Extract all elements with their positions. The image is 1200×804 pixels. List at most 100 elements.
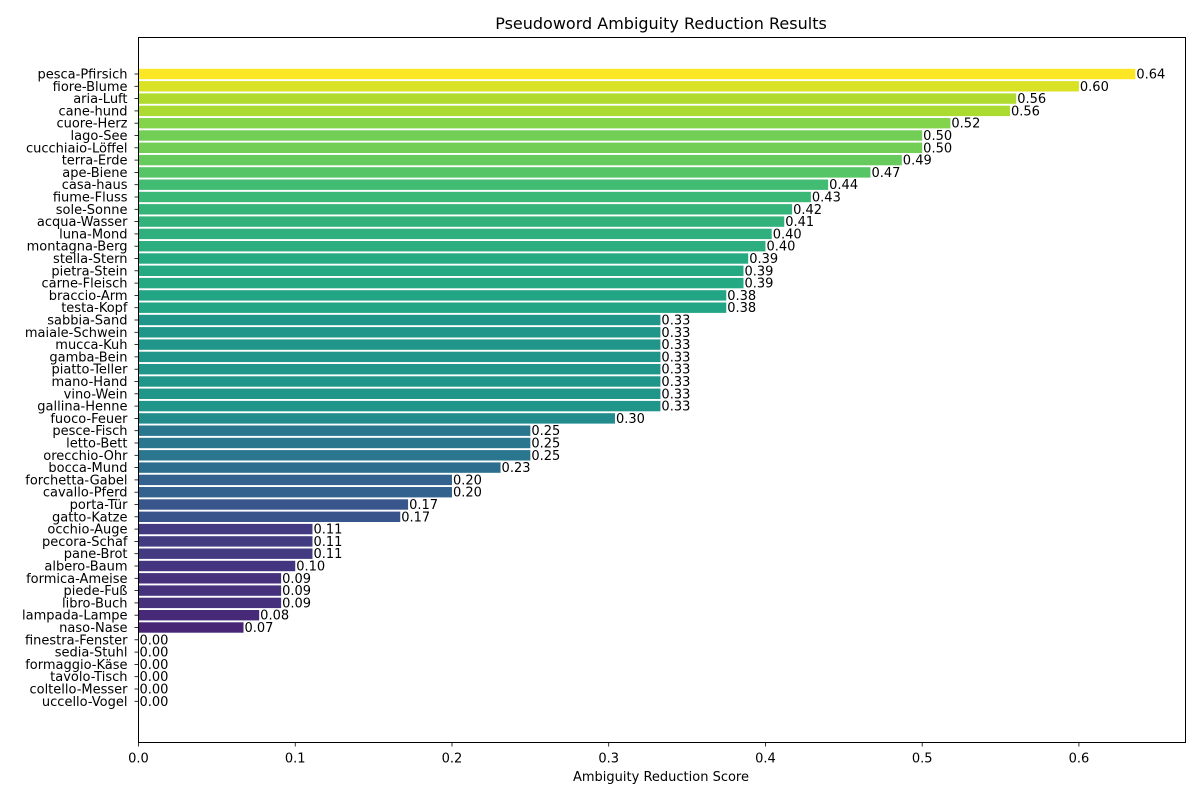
value-label: 0.41 xyxy=(785,215,814,230)
y-tick-label: vino-Wein xyxy=(64,387,128,402)
y-tick-label: testa-Kopf xyxy=(61,301,128,316)
value-label: 0.09 xyxy=(282,584,311,599)
bar-mucca-Kuh xyxy=(138,339,661,350)
value-label: 0.17 xyxy=(401,510,430,525)
bar-occhio-Auge xyxy=(138,523,313,535)
y-tick-label: ape-Biene xyxy=(62,166,127,181)
y-tick-label: fiore-Blume xyxy=(53,80,128,95)
bar-acqua-Wasser xyxy=(138,216,785,227)
x-tick-label: 0.3 xyxy=(598,752,619,767)
x-tick-label: 0.1 xyxy=(285,752,306,767)
value-label: 0.25 xyxy=(531,437,560,452)
bar-bocca-Mund xyxy=(138,462,501,473)
bar-orecchio-Ohr xyxy=(138,450,531,461)
y-tick-label: libro-Buch xyxy=(62,596,128,611)
bar-montagna-Berg xyxy=(138,241,766,252)
value-label: 0.52 xyxy=(951,117,980,132)
x-axis-label: Ambiguity Reduction Score xyxy=(573,770,749,785)
bar-porta-Tür xyxy=(138,499,409,510)
bar-lampada-Lampe xyxy=(138,610,260,621)
bar-cucchiaio-Löffel xyxy=(138,142,923,153)
value-label: 0.33 xyxy=(661,375,690,390)
value-labels: 0.640.600.560.560.520.500.500.490.470.44… xyxy=(140,68,1166,710)
y-tick-label: cavallo-Pferd xyxy=(43,486,128,501)
bar-vino-Wein xyxy=(138,388,661,399)
bar-gamba-Bein xyxy=(138,351,661,363)
value-label: 0.33 xyxy=(661,363,690,378)
y-tick-label: forchetta-Gabel xyxy=(25,473,127,488)
y-tick-label: cane-hund xyxy=(58,104,127,119)
bar-pesca-Pfirsich xyxy=(138,68,1136,80)
y-tick-label: fuoco-Feuer xyxy=(50,412,128,427)
bar-mano-Hand xyxy=(138,376,661,387)
x-tick-label: 0.6 xyxy=(1069,752,1090,767)
y-tick-label: pietra-Stein xyxy=(51,264,127,279)
y-tick-label: pesca-Pfirsich xyxy=(38,68,128,83)
bar-terra-Erde xyxy=(138,154,902,166)
bar-braccio-Arm xyxy=(138,290,727,301)
y-tick-label: piatto-Teller xyxy=(51,363,128,378)
value-label: 0.11 xyxy=(313,535,342,550)
y-tick-label: occhio-Auge xyxy=(47,523,127,538)
bar-cuore-Herz xyxy=(138,118,951,129)
bar-sabbia-Sand xyxy=(138,314,661,326)
value-label: 0.64 xyxy=(1136,68,1165,83)
y-tick-label: bocca-Mund xyxy=(48,461,127,476)
value-label: 0.49 xyxy=(903,154,932,169)
y-tick-label: mucca-Kuh xyxy=(55,338,127,353)
bar-aria-Luft xyxy=(138,93,1017,104)
value-label: 0.50 xyxy=(923,129,952,144)
value-label: 0.47 xyxy=(871,166,900,181)
bar-fiume-Fluss xyxy=(138,191,811,203)
y-tick-label: tavolo-Tisch xyxy=(50,670,127,685)
y-tick-label: sole-Sonne xyxy=(56,203,128,218)
value-label: 0.07 xyxy=(245,621,274,636)
x-axis: 0.0 0.1 0.2 0.3 0.4 0.5 0.6 xyxy=(128,742,1090,767)
value-label: 0.38 xyxy=(727,289,756,304)
x-tick-label: 0.2 xyxy=(442,752,463,767)
bar-cavallo-Pferd xyxy=(138,487,452,498)
bar-naso-Nase xyxy=(138,622,244,633)
y-tick-label: carne-Fleisch xyxy=(41,277,127,292)
value-label: 0.11 xyxy=(313,547,342,562)
bar-forchetta-Gabel xyxy=(138,474,452,486)
value-label: 0.20 xyxy=(453,486,482,501)
bar-lago-See xyxy=(138,130,923,141)
value-label: 0.40 xyxy=(773,227,802,242)
value-label: 0.39 xyxy=(749,252,778,267)
value-label: 0.33 xyxy=(661,400,690,415)
value-label: 0.00 xyxy=(140,646,169,661)
value-label: 0.44 xyxy=(829,178,858,193)
plot-frame xyxy=(138,37,1186,743)
value-label: 0.50 xyxy=(923,141,952,156)
value-label: 0.56 xyxy=(1017,92,1046,107)
y-tick-labels: pesca-Pfirsichfiore-Blumearia-Luftcane-h… xyxy=(22,68,139,710)
y-tick-label: naso-Nase xyxy=(59,621,127,636)
y-tick-label: lago-See xyxy=(71,129,128,144)
y-tick-label: uccello-Vogel xyxy=(42,695,128,710)
value-label: 0.38 xyxy=(727,301,756,316)
y-tick-label: formica-Ameise xyxy=(26,572,127,587)
y-tick-label: finestra-Fenster xyxy=(25,633,128,648)
y-tick-label: orecchio-Ohr xyxy=(43,449,128,464)
y-tick-label: gatto-Katze xyxy=(52,510,127,525)
y-tick-label: aria-Luft xyxy=(73,92,127,107)
bar-gallina-Henne xyxy=(138,400,661,412)
value-label: 0.00 xyxy=(140,633,169,648)
bar-libro-Buch xyxy=(138,597,282,609)
value-label: 0.39 xyxy=(745,277,774,292)
x-tick-label: 0.5 xyxy=(912,752,933,767)
value-label: 0.00 xyxy=(140,670,169,685)
bar-formica-Ameise xyxy=(138,573,282,584)
bar-piede-Fuß xyxy=(138,585,282,596)
bar-carne-Fleisch xyxy=(138,277,744,289)
y-tick-label: sedia-Stuhl xyxy=(55,646,128,661)
y-tick-label: cuore-Herz xyxy=(56,117,127,132)
bar-letto-Bett xyxy=(138,437,531,449)
value-label: 0.33 xyxy=(661,387,690,402)
y-tick-label: letto-Bett xyxy=(66,437,127,452)
bar-pecora-Schaf xyxy=(138,536,313,547)
y-tick-label: sabbia-Sand xyxy=(47,314,127,329)
